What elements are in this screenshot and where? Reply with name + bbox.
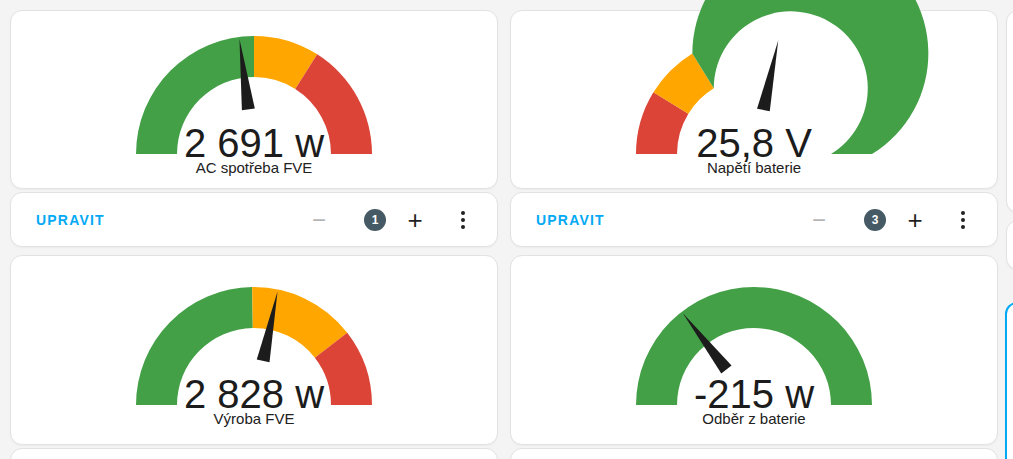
gauge-odber-z-baterie: -215 w xyxy=(632,280,876,407)
gauge-card-vyroba-fve: 2 828 w Výroba FVE xyxy=(10,255,498,445)
card-edit-toolbar-clipped xyxy=(10,448,498,459)
minus-icon[interactable]: − xyxy=(807,208,831,232)
more-options-icon[interactable] xyxy=(956,211,970,229)
gauge-value: -215 w xyxy=(632,374,876,414)
position-badge: 1 xyxy=(364,209,386,231)
gauge-value: 25,8 V xyxy=(632,123,876,163)
gauge-napeti-baterie: 25,8 V xyxy=(632,29,876,156)
position-badge: 3 xyxy=(864,209,886,231)
gauge-card-odber-z-baterie: -215 w Odběr z baterie xyxy=(510,255,998,445)
gauge-ac-spotreba-fve: 2 691 w xyxy=(132,29,376,156)
card-edit-toolbar-clipped xyxy=(510,448,998,459)
gauge-card-napeti-baterie: 25,8 V Napětí baterie xyxy=(510,10,998,189)
gauge-card-ac-spotreba-fve: 2 691 w AC spotřeba FVE xyxy=(10,10,498,189)
gauge-vyroba-fve: 2 828 w xyxy=(132,280,376,407)
edit-button[interactable]: UPRAVIT xyxy=(536,212,605,228)
card-edit-toolbar: UPRAVIT − 1 + xyxy=(10,192,498,247)
plus-icon[interactable]: + xyxy=(903,207,927,233)
gauge-value: 2 691 w xyxy=(132,123,376,163)
more-options-icon[interactable] xyxy=(456,211,470,229)
card-edit-toolbar: UPRAVIT − 3 + xyxy=(510,192,998,247)
gauge-value: 2 828 w xyxy=(132,374,376,414)
edit-button[interactable]: UPRAVIT xyxy=(36,212,105,228)
partial-card-selected xyxy=(1005,302,1013,459)
partial-card-toolbar xyxy=(1006,220,1013,270)
partial-card xyxy=(1006,10,1013,213)
plus-icon[interactable]: + xyxy=(403,207,427,233)
dashboard-grid: 2 691 w AC spotřeba FVE 25,8 V Napětí ba… xyxy=(0,0,1013,459)
minus-icon[interactable]: − xyxy=(307,208,331,232)
